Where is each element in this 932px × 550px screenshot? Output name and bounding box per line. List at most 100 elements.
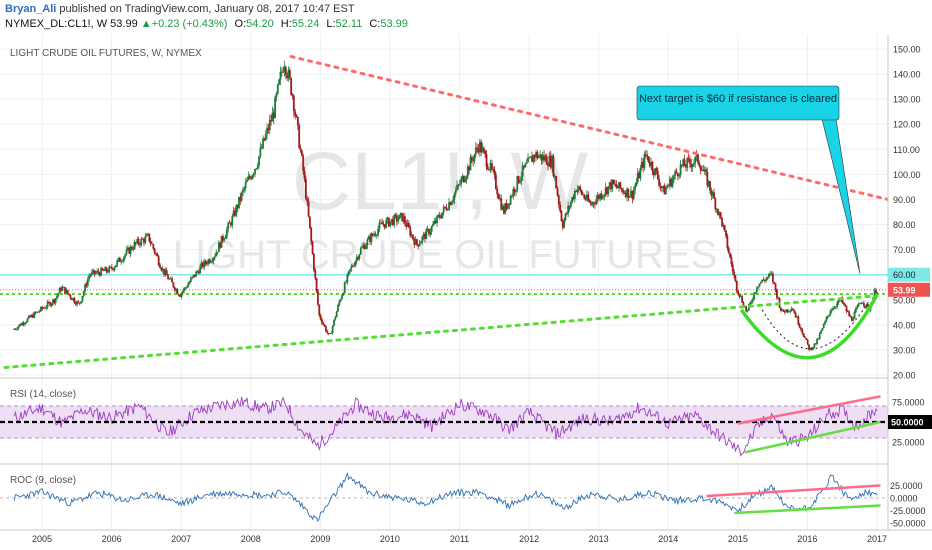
time-tick-label: 2014 [658, 534, 678, 544]
rsi-pane[interactable] [0, 395, 888, 457]
price-tick-label: 110.00 [893, 145, 920, 155]
candle-body [446, 209, 449, 211]
candle-body [441, 212, 444, 218]
candle-body [172, 282, 175, 288]
candle-body [216, 251, 219, 253]
candle-body [64, 287, 66, 294]
candle-body [366, 239, 369, 246]
candle-body [477, 148, 480, 153]
candle-body [213, 256, 216, 258]
chart-canvas[interactable]: CL1!, W LIGHT CRUDE OIL FUTURES LIGHT CR… [0, 34, 932, 550]
rsi-tick-label: 25.0000 [892, 438, 925, 448]
candle-body [480, 141, 483, 153]
annotation-callout[interactable]: Next target is $60 if resistance is clea… [636, 85, 861, 274]
candle-body [58, 287, 61, 294]
candle-body [545, 156, 548, 165]
candle-body [583, 194, 586, 199]
candle-body [517, 176, 520, 183]
candle-body [808, 344, 810, 350]
candle-body [568, 205, 571, 208]
candle-body [525, 162, 528, 164]
candle-body [353, 265, 355, 267]
candle-body [580, 189, 583, 195]
candle-body [699, 166, 702, 171]
watermark: CL1!, W LIGHT CRUDE OIL FUTURES [173, 136, 718, 277]
candle-body [54, 298, 57, 304]
candle-body [612, 179, 615, 184]
candle-body [90, 271, 93, 276]
candle-body [553, 175, 556, 177]
candle-body [531, 156, 533, 162]
rsi-resistance-trendline [737, 395, 881, 425]
candle-body [548, 155, 551, 167]
candle-body [236, 205, 239, 209]
candle-body [211, 260, 214, 262]
candle-body [798, 324, 801, 328]
candle-body [66, 289, 69, 294]
price-axis[interactable]: 150.00 140.00 130.00 120.00 110.00 100.00 90.0… [888, 45, 932, 529]
symbol-name[interactable]: NYMEX_DL:CL1!, W [5, 18, 108, 30]
candle-body [321, 319, 323, 324]
candle-body [106, 271, 109, 273]
candle-body [157, 256, 160, 266]
candle-body [777, 297, 780, 299]
candle-body [61, 286, 64, 291]
time-tick-label: 2010 [380, 534, 400, 544]
candle-body [454, 190, 457, 194]
candle-body [472, 160, 475, 162]
last-price-text: 53.99 [893, 285, 916, 295]
candle-body [308, 216, 311, 228]
candle-body [646, 154, 649, 157]
candle-body [581, 194, 584, 196]
candle-body [875, 290, 877, 294]
rsi-value-badge: 50.0000 [888, 415, 932, 429]
candle-body [535, 152, 537, 158]
candle-body [751, 299, 754, 302]
candle-body [841, 297, 844, 303]
candle-body [755, 288, 758, 293]
candle-body [235, 205, 238, 216]
price-tick-label: 20.00 [893, 371, 916, 381]
candle-body [304, 178, 307, 199]
candle-body [705, 169, 707, 172]
candle-body [341, 295, 343, 300]
candle-body [114, 265, 117, 268]
candle-body [36, 311, 38, 313]
candle-body [524, 163, 527, 168]
candle-body [100, 268, 103, 276]
candle-body [120, 261, 123, 263]
candle-body [448, 202, 450, 210]
candle-body [745, 306, 748, 312]
candle-body [280, 71, 283, 73]
candle-body [274, 97, 277, 119]
candle-body [461, 175, 464, 180]
candle-body [298, 125, 301, 149]
candle-body [333, 319, 335, 326]
candle-body [393, 215, 396, 226]
candle-body [659, 185, 662, 187]
candle-body [110, 266, 113, 269]
candle-body [49, 302, 52, 306]
candle-body [555, 175, 558, 189]
candle-body [533, 155, 536, 158]
price-tick-label: 70.00 [893, 245, 916, 255]
candle-body [296, 117, 299, 126]
candle-body [584, 198, 587, 200]
time-tick-label: 2006 [102, 534, 122, 544]
candle-body [511, 196, 513, 197]
time-axis[interactable]: 2005 2006 2007 2008 2009 2010 2011 2012 2013 2014… [32, 534, 887, 544]
candle-body [774, 283, 777, 290]
candle-body [78, 302, 81, 304]
candle-body [474, 147, 477, 155]
roc-pane[interactable] [0, 472, 888, 523]
candle-body [98, 272, 101, 276]
candle-body [513, 188, 516, 193]
candle-body [267, 127, 270, 131]
author-link[interactable]: Bryan_Ali [5, 3, 57, 15]
candle-body [767, 274, 770, 278]
roc-tick-label: 0.0000 [890, 494, 918, 504]
publish-info: published on TradingView.com, January 08… [59, 3, 355, 15]
candle-body [623, 192, 626, 194]
candle-body [488, 169, 491, 171]
candlestick-series[interactable] [13, 60, 879, 352]
